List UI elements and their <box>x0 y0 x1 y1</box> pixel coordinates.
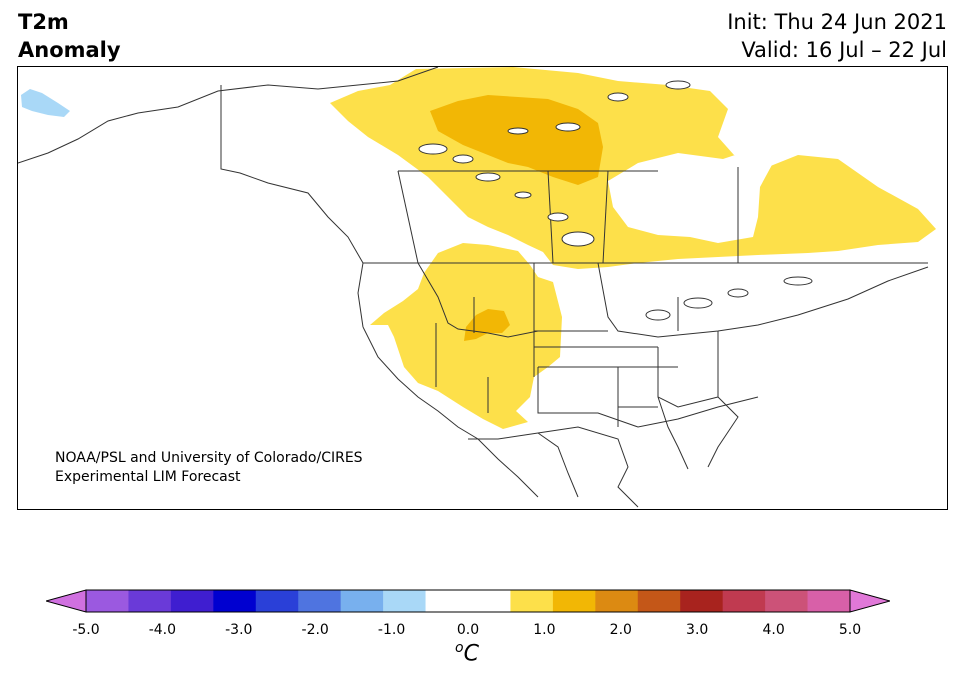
colorbar <box>46 589 890 613</box>
colorbar-segment <box>807 590 851 612</box>
colorbar-segments <box>46 589 890 613</box>
colorbar-segment <box>383 590 427 612</box>
political-boundaries <box>18 67 929 508</box>
units-base: C <box>463 641 479 667</box>
colorbar-segment <box>510 590 554 612</box>
colorbar-segment <box>425 590 469 612</box>
forecast-dates: Init: Thu 24 Jun 2021 Valid: 16 Jul – 22… <box>727 8 947 64</box>
colorbar-tick-label: 5.0 <box>838 622 862 638</box>
colorbar-segment <box>213 590 257 612</box>
colorbar-tick-label: -3.0 <box>225 622 253 638</box>
colorbar-tick-label: -4.0 <box>148 622 177 638</box>
lakes <box>418 80 813 321</box>
warm-core-western-us <box>464 309 510 341</box>
colorbar-segment <box>128 590 172 612</box>
colorbar-segment <box>552 590 596 612</box>
colorbar-tick-label: -2.0 <box>301 622 329 638</box>
colorbar-outline <box>85 589 851 613</box>
cold-anomaly-alaska <box>21 89 70 117</box>
colorbar-segment <box>86 590 129 612</box>
colorbar-extend-min <box>46 589 87 613</box>
credit-line-1: NOAA/PSL and University of Colorado/CIRE… <box>55 450 363 466</box>
colorbar-tick-label: 3.0 <box>686 622 709 638</box>
valid-date-range: Valid: 16 Jul – 22 Jul <box>741 38 947 62</box>
map-title: T2m Anomaly <box>18 8 121 64</box>
anomaly-map <box>17 66 948 510</box>
colorbar-tick-label: 1.0 <box>533 622 556 638</box>
title-line-2: Anomaly <box>18 38 121 62</box>
colorbar-tick-label: 0.0 <box>456 622 480 638</box>
colorbar-segment <box>468 590 511 612</box>
colorbar-extend-max <box>849 589 890 613</box>
colorbar-segment <box>340 590 384 612</box>
colorbar-segment <box>298 590 342 612</box>
colorbar-tick-label: 2.0 <box>609 622 632 638</box>
units-label: oC <box>455 640 479 666</box>
credit-text: NOAA/PSL and University of Colorado/CIRE… <box>55 449 363 487</box>
warm-core-north-canada <box>430 95 603 185</box>
colorbar-tick-label: 4.0 <box>762 622 785 638</box>
colorbar-segment <box>680 590 724 612</box>
init-date: Init: Thu 24 Jun 2021 <box>727 10 947 34</box>
map-canvas <box>18 67 936 508</box>
colorbar-segment <box>255 590 299 612</box>
units-superscript: o <box>455 640 464 656</box>
colorbar-segment <box>595 590 639 612</box>
colorbar-segment <box>765 590 809 612</box>
colorbar-tick-label: -1.0 <box>377 622 406 638</box>
credit-line-2: Experimental LIM Forecast <box>55 469 241 485</box>
hudson-bay <box>608 149 773 243</box>
title-line-1: T2m <box>18 10 69 34</box>
colorbar-segment <box>637 590 681 612</box>
colorbar-segment <box>722 590 766 612</box>
colorbar-segment <box>170 590 214 612</box>
colorbar-tick-label: -5.0 <box>72 622 100 638</box>
